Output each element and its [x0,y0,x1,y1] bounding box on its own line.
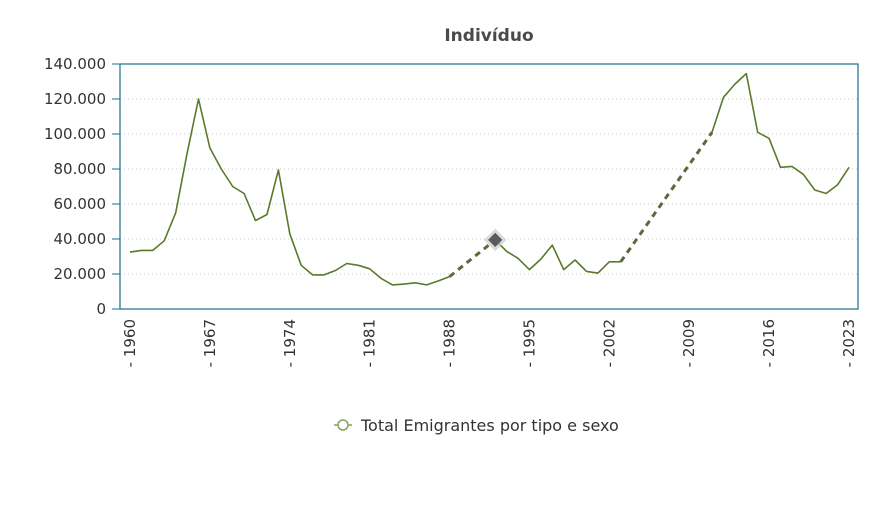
x-tick-label: - 1995 [520,319,538,367]
x-tick-label: - 2002 [600,319,618,367]
x-axis: - 1960 - 1967 - 1974 - 1981 - 1988 - 1995 - 20… [121,319,858,367]
plot-border [119,63,859,310]
x-tick-label: - 2016 [760,319,778,367]
x-tick-label: - 1988 [441,319,459,367]
x-tick-label: - 1960 [121,319,139,367]
series-line-segment [711,72,850,195]
y-tick-label: 0 [96,300,106,318]
gridlines [120,98,858,275]
missing-data-dashed-line [448,238,497,278]
y-tick-label: 140.000 [44,55,106,73]
missing-data-dashed-line [619,131,714,263]
series-line [129,72,850,286]
y-tick-label: 120.000 [44,90,106,108]
y-tick-label: 20.000 [54,265,107,283]
series-line-segment [129,98,450,286]
x-tick-label: - 2009 [680,319,698,367]
y-tick-label: 60.000 [54,195,107,213]
chart-title: Indivíduo [444,26,533,46]
series-line-segment [494,239,621,274]
x-tick-label: - 1981 [361,319,379,367]
x-tick-label: - 2023 [840,319,858,367]
y-tick-label: 80.000 [54,160,107,178]
legend[interactable]: Total Emigrantes por tipo e sexo [334,416,619,435]
legend-circle-icon [337,419,349,431]
legend-label: Total Emigrantes por tipo e sexo [360,416,619,435]
x-tick-label: - 1974 [281,319,299,367]
y-tick-label: 100.000 [44,125,106,143]
highlight-marker[interactable] [488,232,503,247]
y-axis: 0 20.000 40.000 60.000 80.000 100.000 120.000 1… [44,55,120,318]
x-tick-label: - 1967 [201,319,219,367]
y-tick-label: 40.000 [54,230,107,248]
